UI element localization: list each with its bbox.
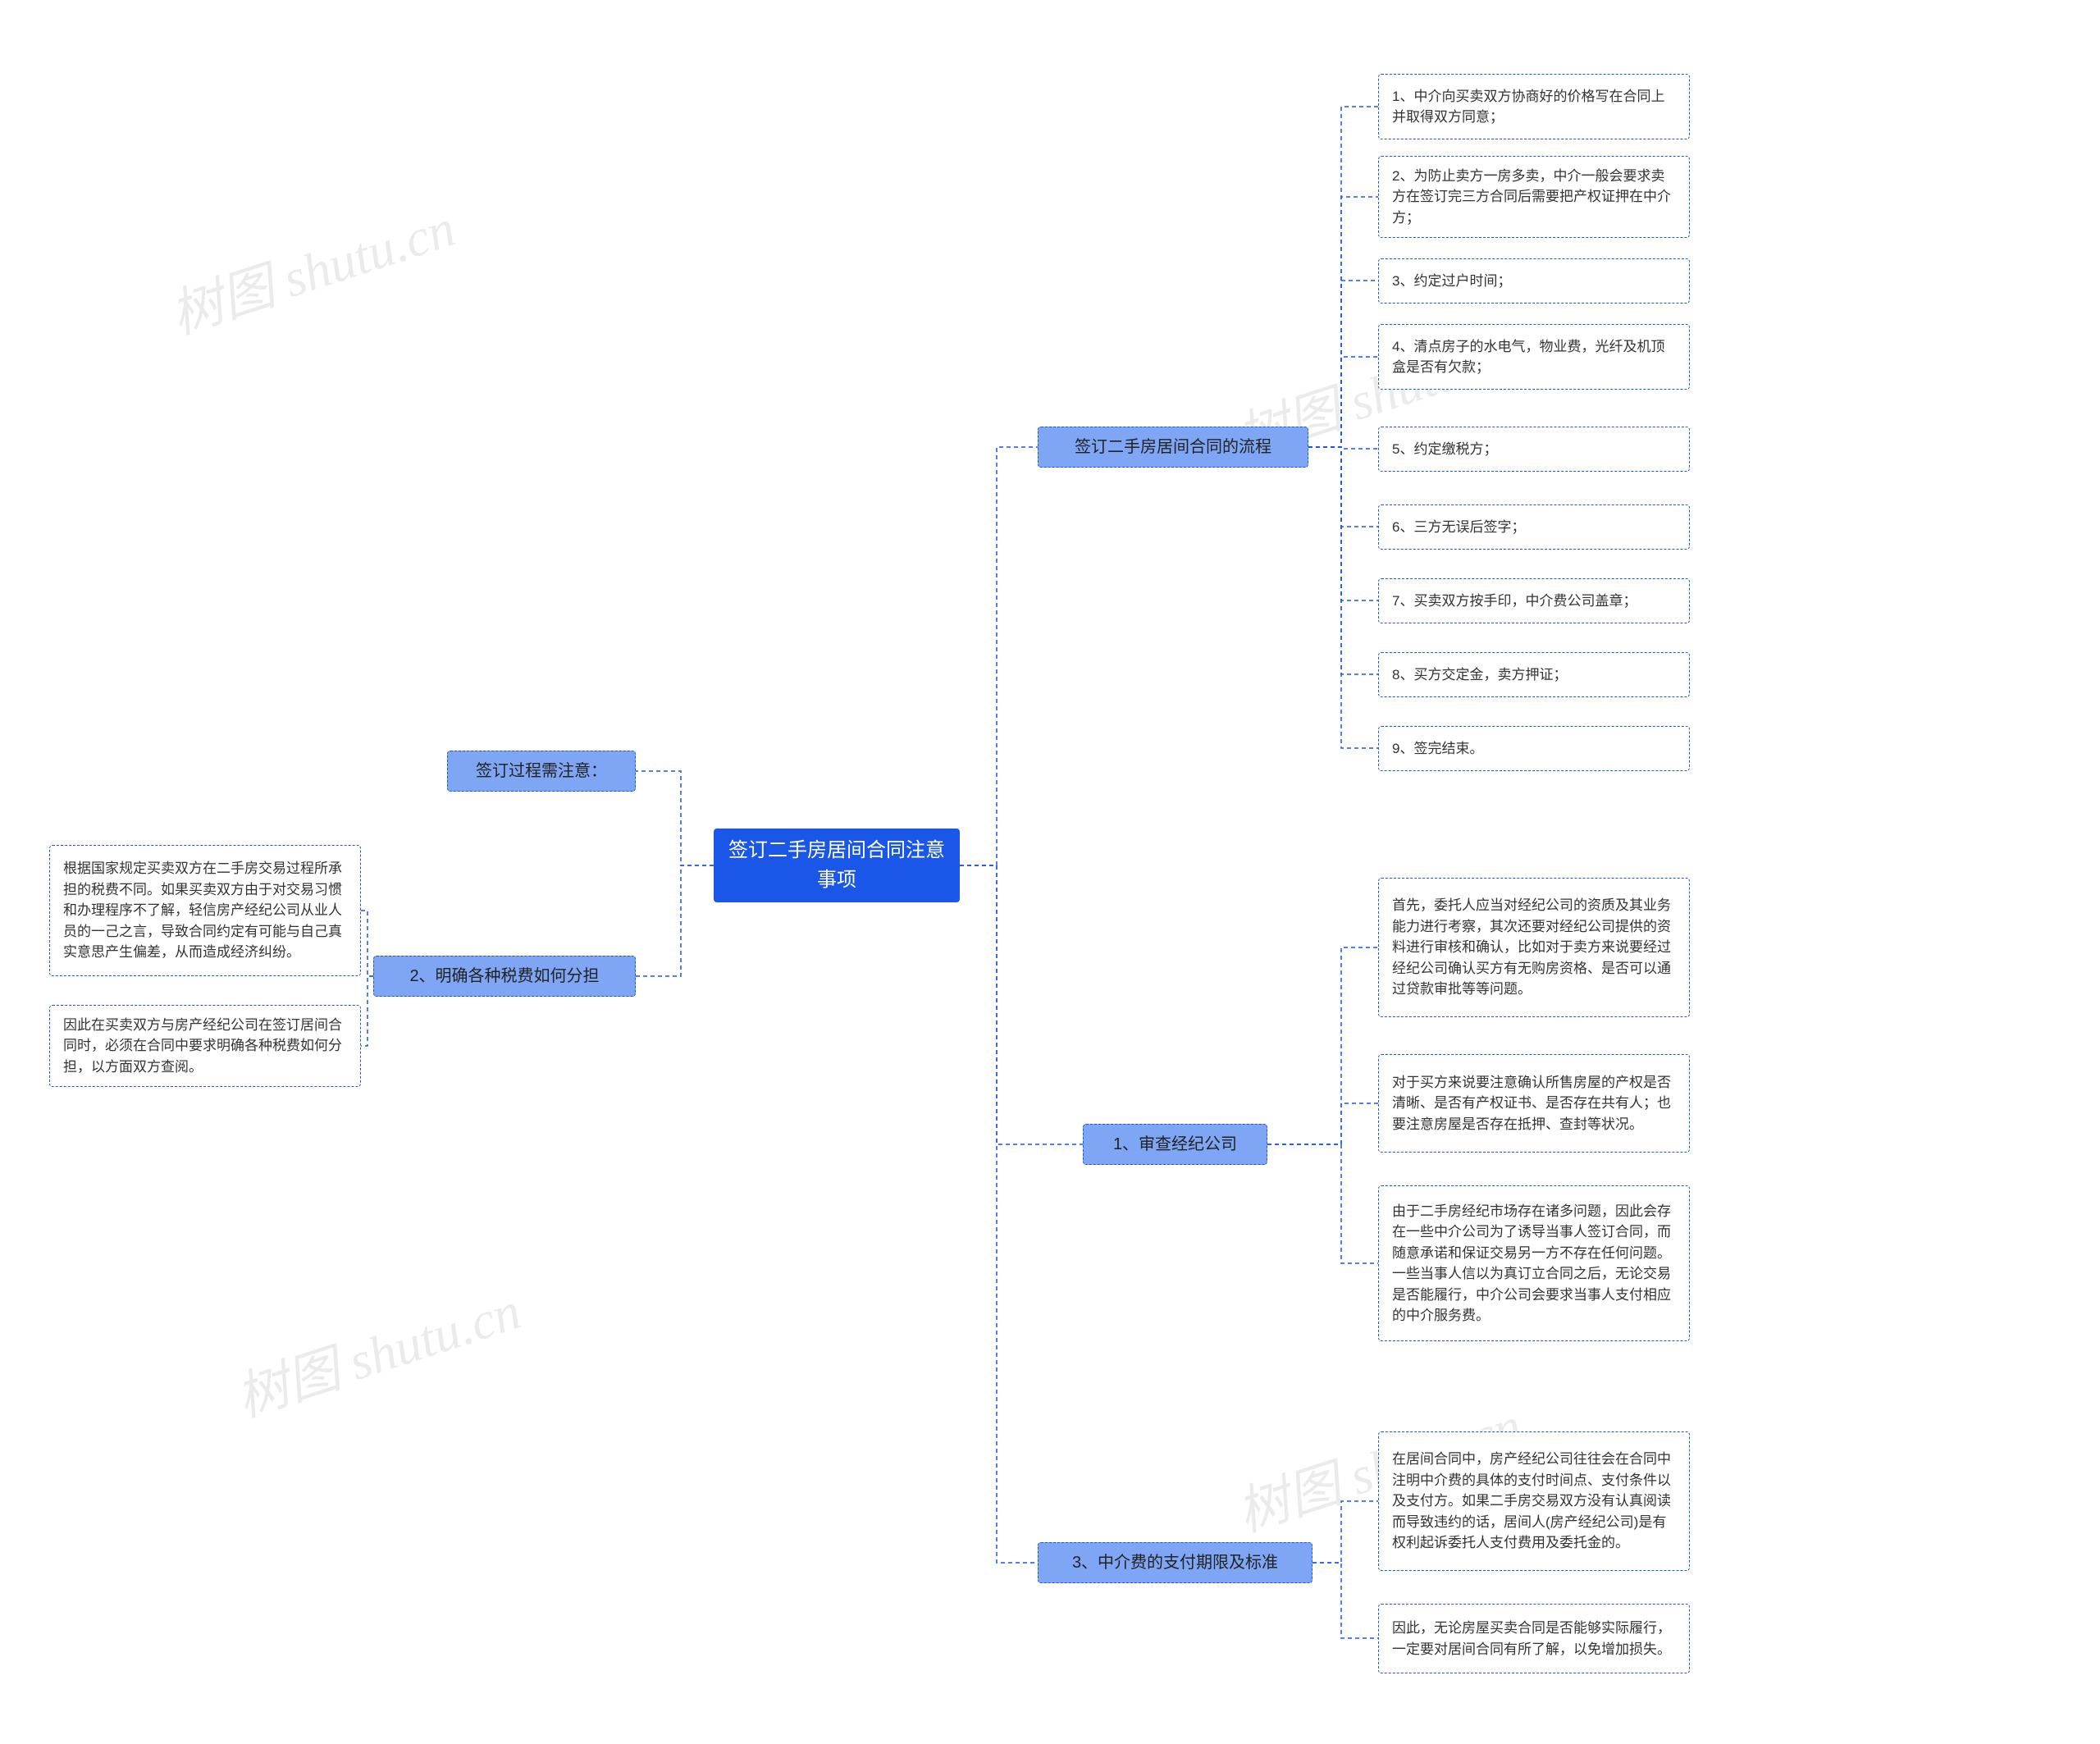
branch-node[interactable]: 1、审查经纪公司	[1083, 1124, 1267, 1165]
leaf-node[interactable]: 因此在买卖双方与房产经纪公司在签订居间合同时，必须在合同中要求明确各种税费如何分…	[49, 1005, 361, 1087]
branch-node[interactable]: 2、明确各种税费如何分担	[373, 956, 636, 997]
leaf-node[interactable]: 根据国家规定买卖双方在二手房交易过程所承担的税费不同。如果买卖双方由于对交易习惯…	[49, 845, 361, 976]
branch-node[interactable]: 签订过程需注意：	[447, 751, 636, 792]
leaf-node[interactable]: 4、清点房子的水电气，物业费，光纤及机顶盒是否有欠款；	[1378, 324, 1690, 390]
leaf-node[interactable]: 7、买卖双方按手印，中介费公司盖章；	[1378, 578, 1690, 623]
leaf-node[interactable]: 5、约定缴税方；	[1378, 427, 1690, 472]
watermark: 树图 shutu.cn	[226, 1269, 529, 1431]
root-node[interactable]: 签订二手房居间合同注意事项	[714, 829, 960, 902]
leaf-node[interactable]: 由于二手房经纪市场存在诸多问题，因此会存在一些中介公司为了诱导当事人签订合同，而…	[1378, 1185, 1690, 1341]
leaf-node[interactable]: 6、三方无误后签字；	[1378, 504, 1690, 550]
leaf-node[interactable]: 1、中介向买卖双方协商好的价格写在合同上并取得双方同意；	[1378, 74, 1690, 139]
leaf-node[interactable]: 首先，委托人应当对经纪公司的资质及其业务能力进行考察，其次还要对经纪公司提供的资…	[1378, 878, 1690, 1017]
branch-node[interactable]: 签订二手房居间合同的流程	[1038, 427, 1308, 468]
leaf-node[interactable]: 因此，无论房屋买卖合同是否能够实际履行，一定要对居间合同有所了解，以免增加损失。	[1378, 1604, 1690, 1673]
leaf-node[interactable]: 3、约定过户时间；	[1378, 258, 1690, 304]
watermark: 树图 shutu.cn	[160, 186, 463, 349]
branch-node[interactable]: 3、中介费的支付期限及标准	[1038, 1542, 1312, 1583]
leaf-node[interactable]: 9、签完结束。	[1378, 726, 1690, 771]
leaf-node[interactable]: 对于买方来说要注意确认所售房屋的产权是否清晰、是否有产权证书、是否存在共有人；也…	[1378, 1054, 1690, 1153]
leaf-node[interactable]: 2、为防止卖方一房多卖，中介一般会要求卖方在签订完三方合同后需要把产权证押在中介…	[1378, 156, 1690, 238]
mindmap-canvas: 树图 shutu.cn 树图 shutu.cn 树图 shutu.cn 树图 s…	[0, 0, 2100, 1744]
leaf-node[interactable]: 在居间合同中，房产经纪公司往往会在合同中注明中介费的具体的支付时间点、支付条件以…	[1378, 1431, 1690, 1571]
leaf-node[interactable]: 8、买方交定金，卖方押证；	[1378, 652, 1690, 697]
